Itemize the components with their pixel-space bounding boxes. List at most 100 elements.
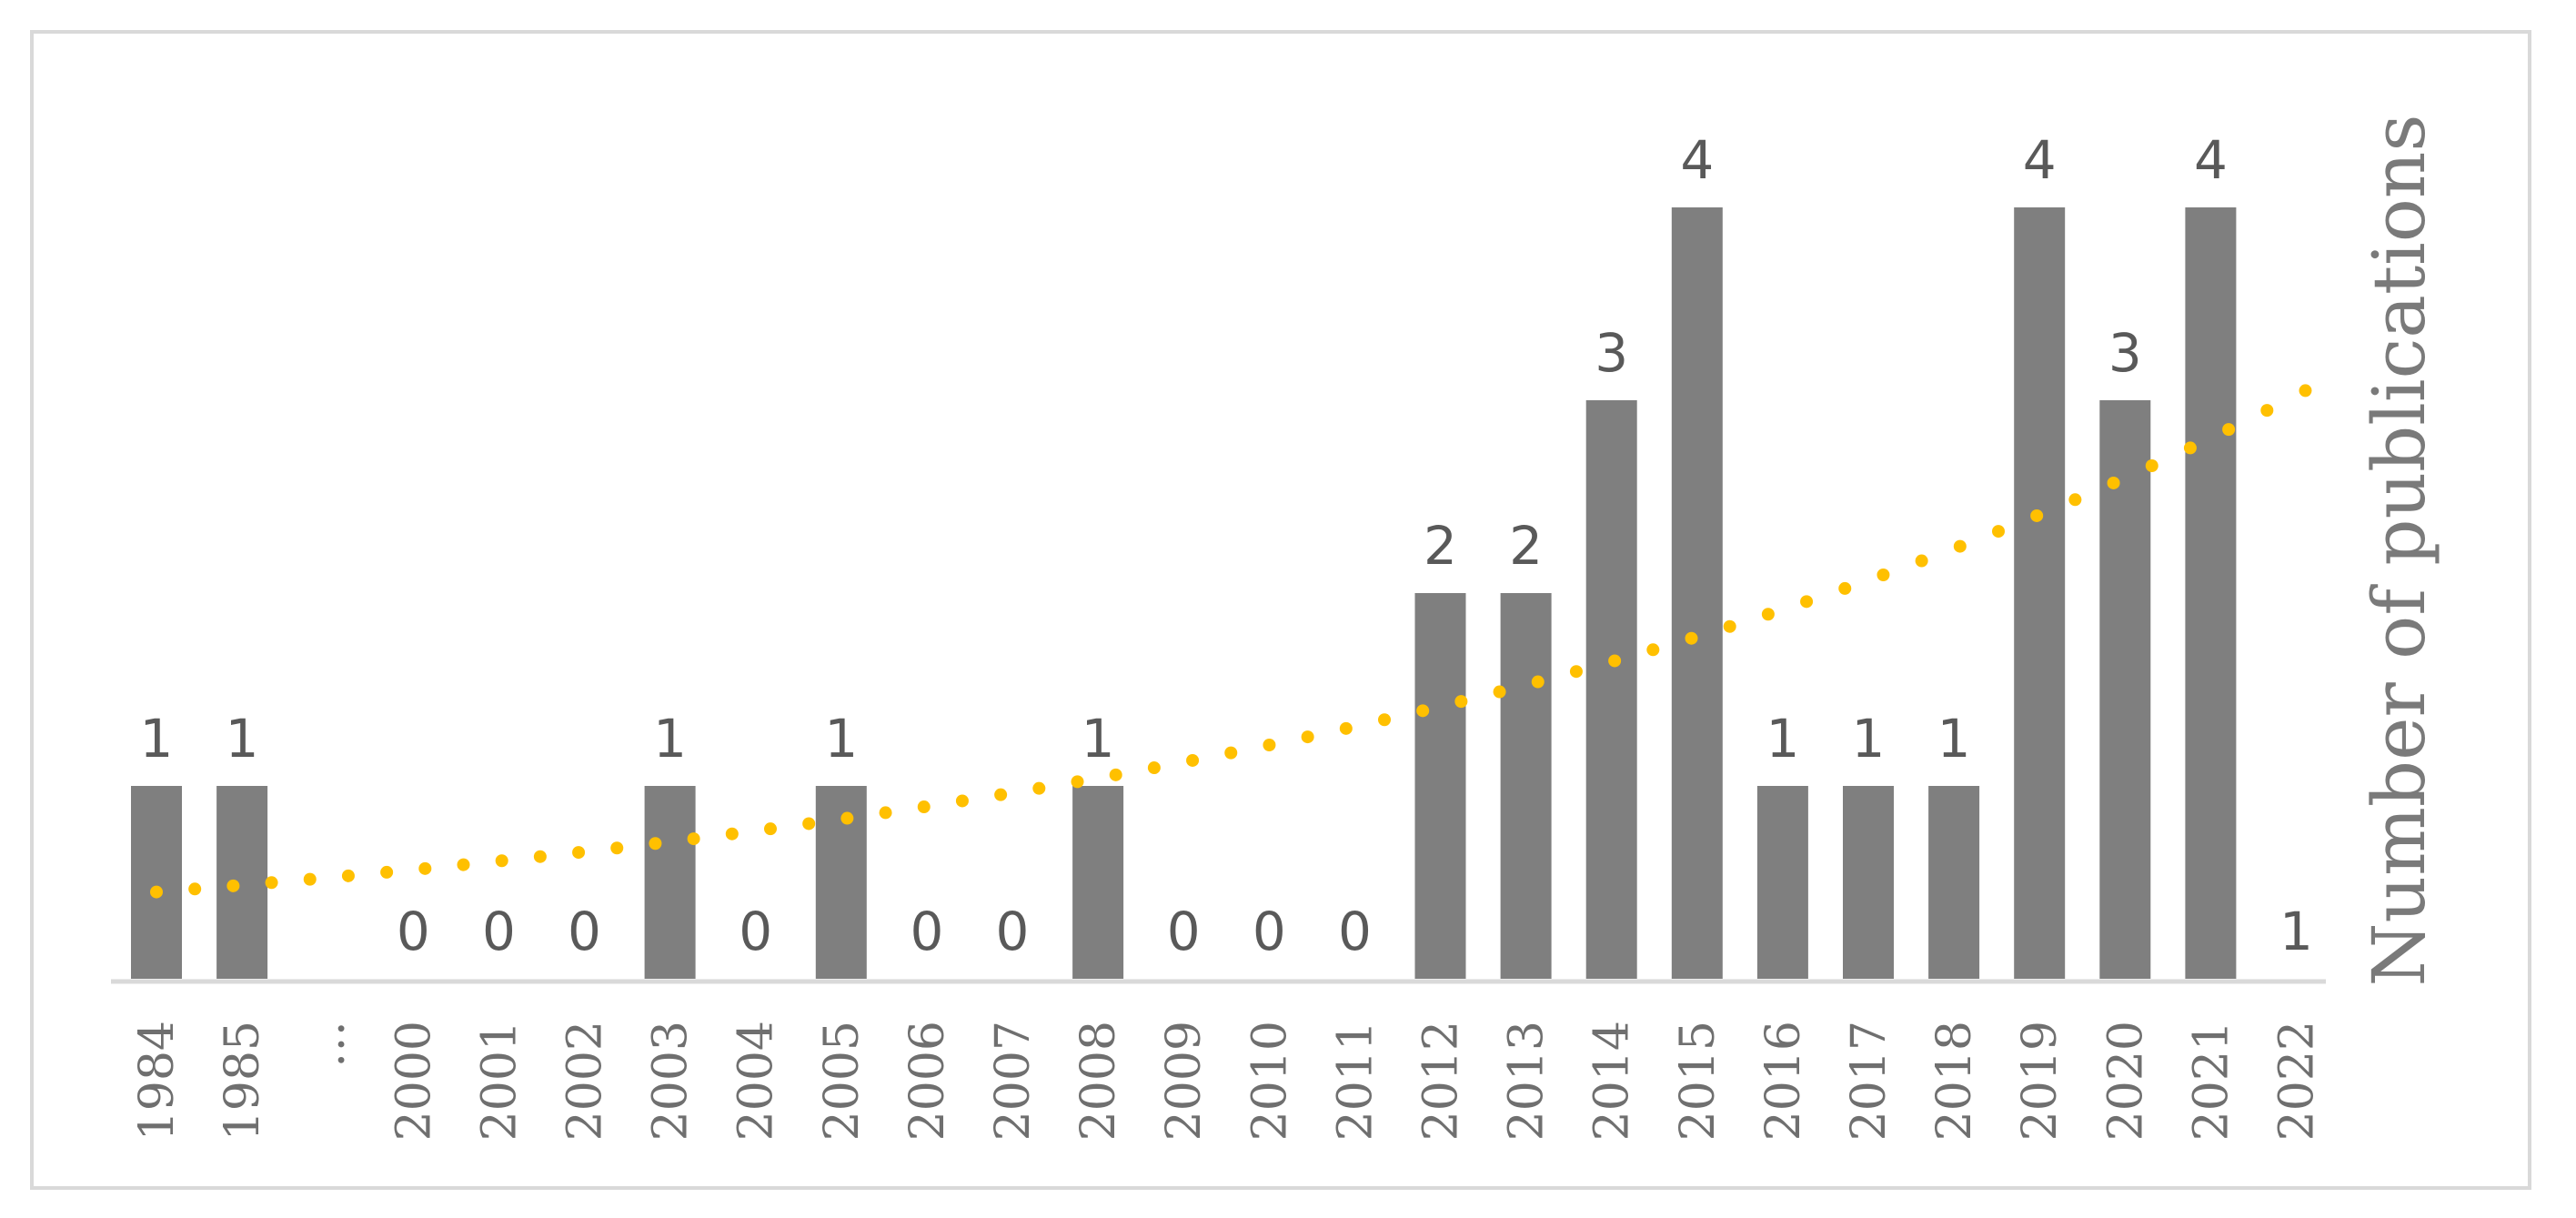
x-tick-label-2018: 2018 bbox=[1927, 1021, 1982, 1141]
bar-2003 bbox=[644, 786, 696, 979]
trendline-dot bbox=[1646, 643, 1660, 657]
data-label-2007: 0 bbox=[996, 901, 1030, 962]
trendline-dot bbox=[1224, 746, 1238, 760]
trendline-dot bbox=[764, 822, 777, 836]
trendline-dot bbox=[1953, 539, 1967, 553]
trendline-dot bbox=[1608, 654, 1622, 668]
x-tick-label-2000: 2000 bbox=[387, 1021, 441, 1141]
data-label-2001: 0 bbox=[482, 901, 516, 962]
bar-1984 bbox=[131, 786, 182, 979]
trendline-dot bbox=[303, 872, 317, 886]
data-label-2016: 1 bbox=[1766, 708, 1799, 770]
trendline-dot bbox=[879, 806, 892, 820]
trendline-dot bbox=[1186, 753, 1200, 767]
trendline-dot bbox=[1378, 713, 1391, 727]
x-tick-label-2010: 2010 bbox=[1243, 1021, 1297, 1141]
x-tick-label-2004: 2004 bbox=[730, 1021, 784, 1141]
trendline-dot bbox=[1147, 761, 1161, 775]
data-label-2013: 2 bbox=[1509, 515, 1543, 577]
x-tick-label-2003: 2003 bbox=[644, 1021, 699, 1141]
x-tick-label-ellipsis: … bbox=[301, 1021, 356, 1068]
x-tick-label-2002: 2002 bbox=[558, 1021, 613, 1141]
bar-2020 bbox=[2099, 400, 2151, 979]
trendline-dot bbox=[840, 811, 854, 825]
trendline-dot bbox=[1301, 730, 1314, 744]
trendline bbox=[150, 384, 2312, 899]
data-label-2008: 1 bbox=[1082, 708, 1115, 770]
x-tick-label-1985: 1985 bbox=[216, 1021, 270, 1141]
x-tick-label-2021: 2021 bbox=[2184, 1021, 2239, 1141]
x-tick-label-2022: 2022 bbox=[2270, 1021, 2325, 1141]
x-tick-label-2009: 2009 bbox=[1157, 1021, 1212, 1141]
trendline-dot bbox=[380, 865, 394, 879]
data-label-1984: 1 bbox=[140, 708, 174, 770]
bar-2021 bbox=[2185, 207, 2237, 979]
bar-2008 bbox=[1072, 786, 1124, 979]
trendline-dot bbox=[2222, 423, 2236, 437]
data-label-1985: 1 bbox=[226, 708, 259, 770]
x-tick-label-2013: 2013 bbox=[1500, 1021, 1555, 1141]
data-label-2012: 2 bbox=[1424, 515, 1457, 577]
trendline-dot bbox=[1531, 675, 1545, 689]
x-tick-label-1984: 1984 bbox=[130, 1021, 185, 1141]
data-label-2009: 0 bbox=[1167, 901, 1201, 962]
trendline-dot bbox=[1685, 631, 1698, 645]
trendline-dot bbox=[341, 869, 355, 882]
bar-2016 bbox=[1756, 786, 1808, 979]
x-tick-label-2019: 2019 bbox=[2013, 1021, 2068, 1141]
x-tick-label-2006: 2006 bbox=[901, 1021, 955, 1141]
trendline-dot bbox=[1877, 568, 1890, 581]
data-label-2017: 1 bbox=[1852, 708, 1886, 770]
trendline-dot bbox=[1992, 525, 2005, 539]
bar-1985 bbox=[216, 786, 268, 979]
x-tick-label-2020: 2020 bbox=[2098, 1021, 2153, 1141]
trendline-dot bbox=[2183, 441, 2197, 455]
trendline-dot bbox=[1915, 554, 1928, 568]
trendline-dot bbox=[725, 827, 739, 841]
x-tick-label-2008: 2008 bbox=[1072, 1021, 1126, 1141]
trendline-dot bbox=[2260, 404, 2274, 418]
trendline-dot bbox=[226, 879, 240, 892]
data-label-2014: 3 bbox=[1595, 322, 1628, 384]
trendline-dot bbox=[1493, 685, 1506, 699]
data-label-2018: 1 bbox=[1937, 708, 1971, 770]
trendline-dot bbox=[2145, 459, 2158, 473]
data-label-2011: 0 bbox=[1338, 901, 1372, 962]
trendline-dot bbox=[955, 794, 969, 808]
bar-2012 bbox=[1414, 593, 1466, 979]
bar-2017 bbox=[1843, 786, 1894, 979]
trendline-dot bbox=[1454, 695, 1468, 709]
data-label-2021: 4 bbox=[2194, 129, 2228, 191]
data-label-2006: 0 bbox=[910, 901, 943, 962]
trendline-dot bbox=[687, 832, 700, 846]
data-label-2002: 0 bbox=[568, 901, 601, 962]
data-label-2004: 0 bbox=[739, 901, 772, 962]
trendline-dot bbox=[150, 885, 163, 899]
trendline-dot bbox=[802, 817, 816, 830]
trendline-dot bbox=[1800, 595, 1814, 609]
trendline-dot bbox=[2299, 384, 2312, 398]
trendline-dot bbox=[2030, 508, 2044, 522]
trendline-dot bbox=[1723, 619, 1736, 633]
trendline-dot bbox=[533, 850, 547, 863]
trendline-dot bbox=[917, 800, 931, 814]
trendline-dot bbox=[649, 837, 662, 851]
data-label-2015: 4 bbox=[1680, 129, 1714, 191]
trendline-dot bbox=[994, 788, 1008, 801]
data-label-2000: 0 bbox=[397, 901, 430, 962]
bar-2019 bbox=[2014, 207, 2066, 979]
trendline-dot bbox=[2068, 493, 2082, 507]
trendline-dot bbox=[1339, 721, 1353, 735]
data-label-2020: 3 bbox=[2108, 322, 2142, 384]
bar-2015 bbox=[1671, 207, 1723, 979]
y-axis-title: Number of publications bbox=[2357, 115, 2441, 987]
data-label-2010: 0 bbox=[1253, 901, 1286, 962]
x-tick-label-2015: 2015 bbox=[1671, 1021, 1726, 1141]
bar-2005 bbox=[815, 786, 867, 979]
bar-2014 bbox=[1585, 400, 1637, 979]
trendline-dot bbox=[1569, 665, 1583, 679]
trendline-dot bbox=[610, 841, 624, 855]
trendline-dot bbox=[1761, 608, 1775, 621]
trendline-dot bbox=[1071, 775, 1084, 789]
